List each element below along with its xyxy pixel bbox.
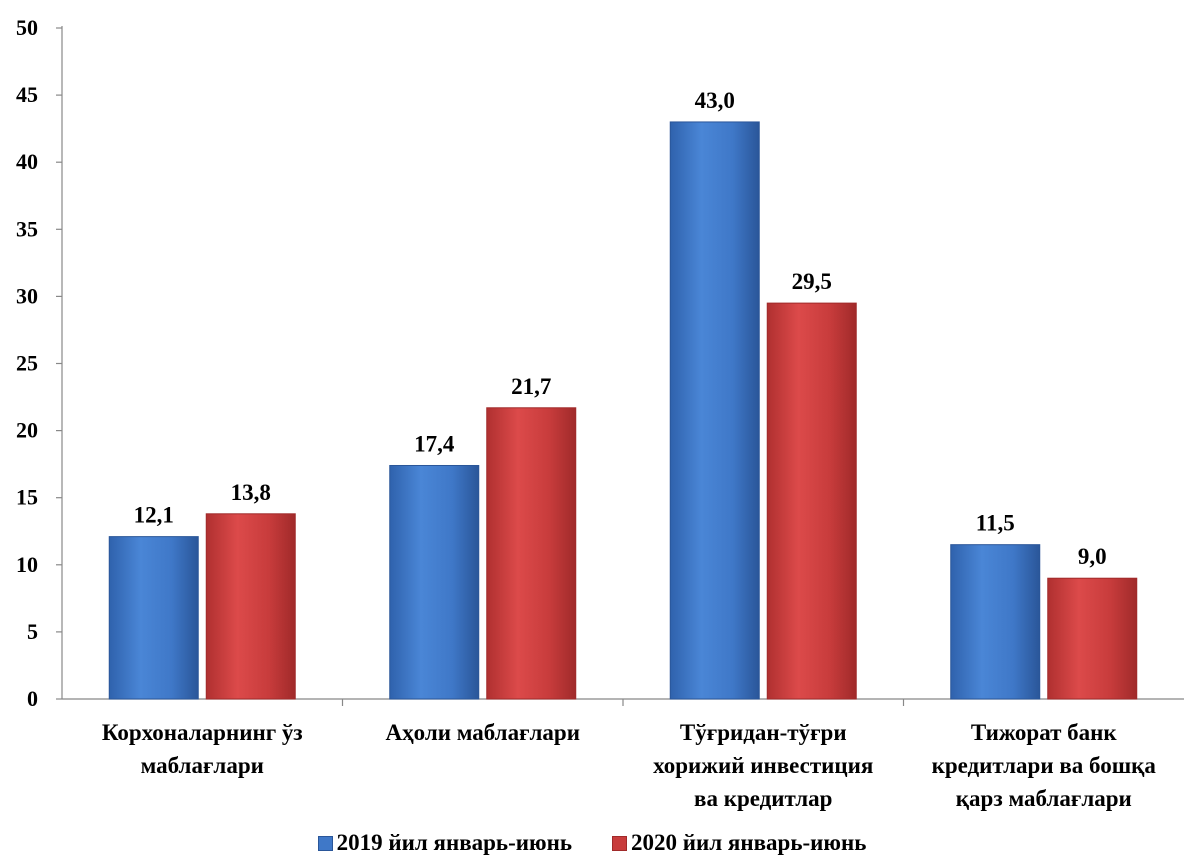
y-tick-label: 15 [16, 485, 38, 510]
data-label: 13,8 [231, 480, 271, 505]
legend-label-2020: 2020 йил январь-июнь [631, 830, 867, 855]
bar-2020-3 [1047, 577, 1138, 700]
bar-2019-3 [950, 544, 1041, 700]
y-tick-label: 35 [16, 216, 38, 241]
y-tick-label: 10 [16, 552, 38, 577]
y-tick-label: 45 [16, 82, 38, 107]
data-label: 12,1 [134, 503, 174, 528]
legend: 2019 йил январь-июнь 2020 йил январь-июн… [0, 826, 1184, 860]
data-label: 17,4 [414, 431, 455, 456]
data-label: 43,0 [695, 88, 735, 113]
data-label: 21,7 [511, 374, 551, 399]
chart-plot: 0 5 10 15 20 25 30 35 40 45 50 12,1 13,8 Корхоналарни… [16, 15, 1184, 811]
x-category-label: хорижий инвестиция [653, 753, 873, 778]
data-label: 29,5 [792, 269, 832, 294]
x-category-label: Тўғридан-тўғри [680, 720, 847, 745]
bar-2020-2 [766, 302, 857, 700]
data-label: 11,5 [976, 511, 1015, 536]
bar-2019-0 [108, 536, 199, 700]
x-category-label: Тижорат банк [971, 720, 1118, 745]
x-category-label: маблағлари [141, 753, 264, 778]
x-category-label: Аҳоли маблағлари [386, 720, 580, 745]
y-tick-label: 25 [16, 351, 38, 376]
bar-2020-0 [205, 513, 296, 700]
legend-item-2020: 2020 йил январь-июнь [612, 830, 866, 856]
legend-swatch-red-icon [612, 835, 627, 851]
bar-2019-1 [389, 464, 480, 700]
legend-item-2019: 2019 йил январь-июнь [317, 830, 572, 856]
x-category-label: кредитлари ва бошқа [932, 753, 1157, 778]
bar-2019-2 [669, 121, 760, 700]
y-tick-label: 0 [27, 686, 38, 711]
data-label: 9,0 [1078, 544, 1107, 569]
x-category-label: Корхоналарнинг ўз [102, 720, 303, 745]
y-tick-label: 30 [16, 283, 38, 308]
y-tick-label: 50 [16, 15, 38, 40]
y-tick-label: 40 [16, 149, 38, 174]
legend-label-2019: 2019 йил январь-июнь [336, 830, 572, 855]
bar-2020-1 [486, 407, 577, 700]
y-tick-label: 5 [27, 619, 38, 644]
legend-swatch-blue-icon [317, 835, 333, 851]
x-category-label: ва кредитлар [694, 786, 832, 811]
x-category-label: қарз маблағлари [956, 786, 1132, 811]
y-tick-label: 20 [16, 418, 38, 443]
